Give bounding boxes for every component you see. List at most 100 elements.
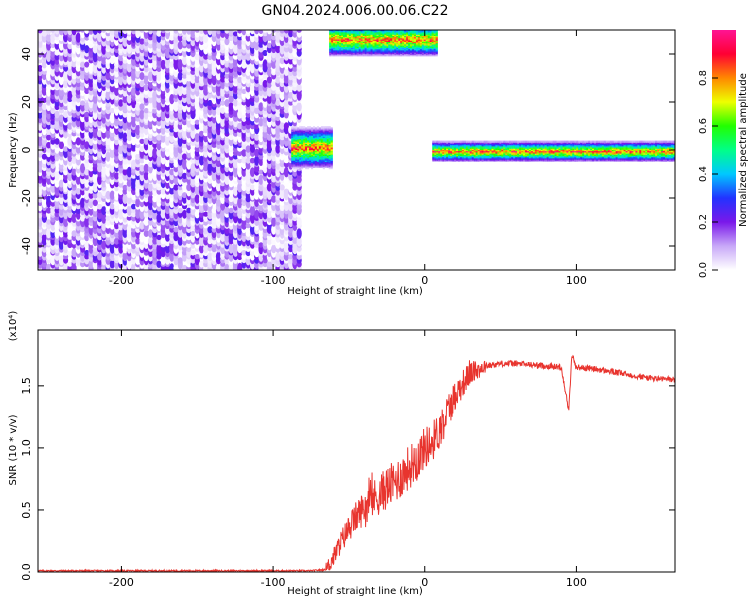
heatmap-cell [71,230,77,237]
heatmap-cell [377,23,379,25]
heatmap-cell [186,207,192,214]
heatmap-cell [369,25,371,27]
heatmap-cell [80,30,86,33]
heatmap-cell [97,191,103,199]
heatmap-cell [371,27,373,29]
heatmap-cell [373,25,375,27]
heatmap-cell [349,23,351,25]
heatmap-cell [190,231,196,236]
heatmap-cell [97,33,103,43]
heatmap-cell [88,137,94,146]
heatmap-cell [152,147,158,159]
heatmap-cell [194,132,200,143]
heatmap-cell [41,153,48,160]
heatmap-cell [375,27,377,29]
chart-title: GN04.2024.006.00.06.C22 [262,3,449,19]
heatmap-cell [177,41,183,50]
heatmap-cell [156,194,162,204]
heatmap-cell [54,171,60,181]
heatmap-cell [347,27,349,29]
heatmap-cell [46,263,52,270]
heatmap-cell [351,24,353,26]
heatmap-cell [84,249,90,256]
heatmap-cell [361,23,363,25]
heatmap-cell [97,207,103,214]
heatmap-cell [84,45,90,54]
heatmap-cell [186,30,192,35]
heatmap-cell [126,215,132,221]
heatmap-cell [71,248,77,258]
heatmap-cell [63,94,69,104]
heatmap-cell [355,23,357,25]
heatmap-cell [311,127,314,130]
heatmap-cell [359,23,361,25]
heatmap-cell [169,168,175,176]
heatmap-cell [355,25,357,27]
heatmap-cell [279,184,285,191]
heatmap-cell [351,23,353,25]
heatmap-cell [84,30,90,34]
heatmap-cell [105,30,111,34]
heatmap-cell [54,138,60,145]
heatmap-cell [54,30,60,35]
spectrogram-image [38,23,675,270]
heatmap-cell [190,163,196,174]
heatmap-cell [67,30,73,36]
heatmap-cell [164,165,171,171]
heatmap-cell [173,226,179,233]
heatmap-cell [109,57,115,65]
heatmap-cell [97,30,103,34]
heatmap-cell [363,24,365,26]
heatmap-cell [169,94,175,105]
heatmap-cell [135,198,141,208]
heatmap-cell [194,254,200,260]
heatmap-cell [198,222,205,229]
heatmap-cell [139,103,145,111]
heatmap-cell [186,183,192,192]
heatmap-cell [160,238,166,245]
heatmap-cell [305,127,308,130]
heatmap-cell [46,141,52,149]
heatmap-cell [164,233,171,242]
heatmap-cell [156,155,162,166]
heatmap-cell [88,63,94,74]
heatmap-cell [105,137,111,146]
heatmap-cell [92,94,98,104]
heatmap-cell [54,110,60,119]
heatmap-cell [109,140,115,151]
heatmap-cell [382,23,384,25]
heatmap-cell [109,190,115,200]
heatmap-cell [337,23,339,25]
heatmap-cell [109,147,115,159]
heatmap-cell [322,126,325,129]
heatmap-cell [341,23,343,25]
heatmap-cell [147,58,154,64]
heatmap-cell [109,107,115,114]
heatmap-cell [169,263,175,270]
heatmap-cell [147,171,154,181]
heatmap-cell [384,23,386,25]
heatmap-cell [135,178,141,189]
heatmap-cell [38,64,43,72]
heatmap-cell [309,126,312,129]
heatmap-cell [126,166,132,178]
heatmap-cell [84,168,90,176]
heatmap-cell [63,111,69,118]
heatmap-cell [50,255,56,266]
heatmap-cell [367,24,369,26]
heatmap-cell [97,174,103,185]
heatmap-cell [181,153,188,160]
heatmap-cell [381,25,383,27]
heatmap-cell [381,23,383,25]
heatmap-cell [339,23,341,25]
heatmap-cell [190,30,196,39]
heatmap-cell [198,88,205,94]
heatmap-cell [58,34,64,42]
heatmap-cell [139,138,145,144]
heatmap-cell [67,261,73,267]
heatmap-cell [156,149,162,157]
heatmap-cell [118,99,124,107]
heatmap-cell [198,130,205,137]
heatmap-cell [299,126,302,129]
heatmap-cell [131,208,137,213]
